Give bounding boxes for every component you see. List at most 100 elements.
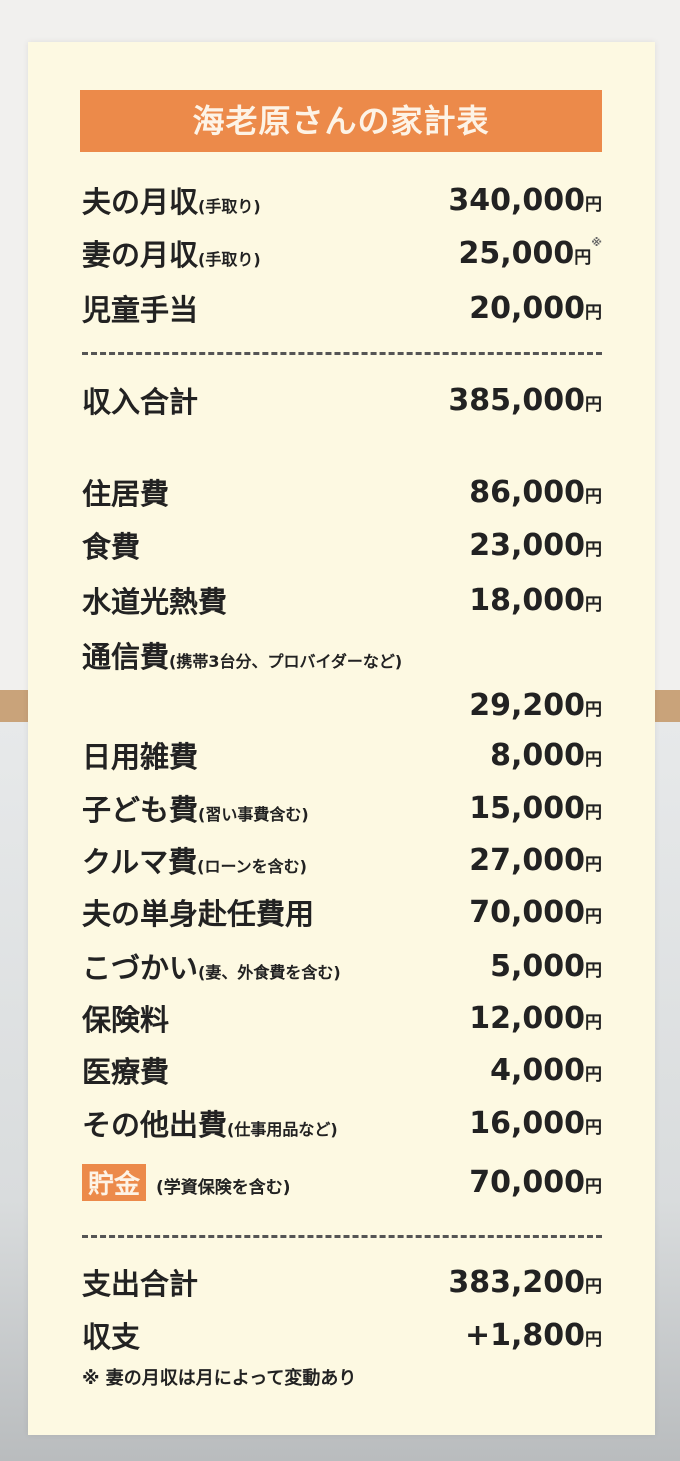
row-value: 27,000円	[469, 843, 602, 878]
amount: 27,000	[469, 842, 585, 878]
currency-unit: 円	[585, 594, 602, 615]
table-row: 29,200円	[82, 685, 602, 725]
dashed-divider	[82, 1235, 602, 1238]
row-value: 23,000円	[469, 528, 602, 563]
label-text: 妻の月収	[82, 238, 199, 272]
row-value: +1,800円	[465, 1318, 602, 1353]
currency-unit: 円	[585, 802, 602, 823]
amount: 20,000	[469, 290, 585, 326]
currency-unit: 円	[585, 960, 602, 981]
row-label: 夫の月収(手取り)	[82, 179, 261, 221]
label-note: (習い事費含む)	[198, 805, 309, 824]
amount: 5,000	[490, 948, 585, 984]
table-row: 支出合計 383,200円	[82, 1262, 602, 1302]
label-text: クルマ費	[82, 845, 198, 879]
label-text: 食費	[82, 530, 141, 564]
currency-unit: 円	[585, 1012, 602, 1033]
table-row: 収入合計 385,000円	[82, 380, 602, 420]
row-value: 5,000円	[490, 949, 602, 984]
label-note: (学資保険を含む)	[156, 1177, 291, 1198]
label-text: 収入合計	[82, 385, 199, 419]
table-row: 水道光熱費 18,000円	[82, 580, 602, 620]
label-text: 児童手当	[82, 293, 199, 327]
amount: 8,000	[490, 737, 585, 773]
row-label: 子ども費(習い事費含む)	[82, 787, 309, 829]
amount: 25,000	[458, 235, 575, 271]
label-text: 保険料	[82, 1003, 170, 1037]
row-label: その他出費(仕事用品など)	[82, 1102, 338, 1144]
table-row: 医療費 4,000円	[82, 1050, 602, 1090]
currency-unit: 円	[574, 247, 592, 268]
label-text: 支出合計	[82, 1267, 199, 1301]
amount: 12,000	[469, 1000, 585, 1036]
currency-unit: 円	[585, 194, 602, 215]
row-value: 8,000円	[490, 738, 602, 773]
row-label: 食費	[82, 524, 140, 566]
label-text: 日用雑費	[82, 740, 199, 774]
table-row: こづかい(妻、外食費を含む) 5,000円	[82, 946, 602, 986]
row-value: 340,000円	[448, 183, 602, 218]
row-label: 支出合計	[82, 1261, 198, 1303]
amount: +1,800	[464, 1317, 585, 1353]
amount: 70,000	[469, 1164, 585, 1200]
amount: 86,000	[469, 474, 585, 510]
amount: 383,200	[448, 1264, 585, 1300]
label-note: (ローンを含む)	[197, 857, 307, 876]
row-value: 70,000円	[469, 895, 602, 930]
row-value: 16,000円	[469, 1106, 602, 1141]
row-label: 保険料	[82, 997, 169, 1039]
currency-unit: 円	[585, 906, 602, 927]
row-value: 12,000円	[469, 1001, 602, 1036]
label-text: 通信費	[82, 640, 170, 674]
row-label: 住居費	[82, 471, 169, 513]
amount: 15,000	[469, 790, 585, 826]
label-text: 夫の単身赴任費用	[82, 897, 315, 931]
label-text: その他出費	[82, 1108, 228, 1142]
label-note: (仕事用品など)	[227, 1120, 338, 1139]
row-value: 29,200円	[469, 688, 602, 723]
amount: 18,000	[469, 582, 585, 618]
currency-unit: 円	[585, 749, 602, 770]
row-value: 70,000円	[469, 1165, 602, 1200]
amount: 385,000	[448, 382, 585, 418]
amount: 340,000	[448, 182, 585, 218]
row-label: 妻の月収(手取り)	[82, 232, 261, 274]
table-row: 住居費 86,000円	[82, 472, 602, 512]
label-note: (妻、外食費を含む)	[198, 963, 341, 982]
label-note: (手取り)	[198, 250, 261, 269]
currency-unit: 円	[585, 302, 602, 323]
currency-unit: 円	[585, 539, 602, 560]
footnote-mark: ※	[591, 235, 602, 249]
row-label: 収入合計	[82, 379, 198, 421]
currency-unit: 円	[585, 699, 602, 720]
row-value: 18,000円	[469, 583, 602, 618]
table-row: 夫の月収(手取り) 340,000円	[82, 180, 602, 220]
label-note: (手取り)	[198, 197, 261, 216]
row-label: こづかい(妻、外食費を含む)	[82, 945, 341, 987]
row-label: 水道光熱費	[82, 579, 227, 621]
row-value: 25,000円※	[459, 236, 602, 271]
label-note: (携帯3台分、プロバイダーなど)	[169, 652, 403, 671]
budget-card: 海老原さんの家計表 夫の月収(手取り) 340,000円 妻の月収(手取り) 25,0…	[28, 42, 655, 1435]
row-label: 夫の単身赴任費用	[82, 891, 314, 933]
amount: 16,000	[469, 1105, 585, 1141]
currency-unit: 円	[585, 1276, 602, 1297]
footnote: ※ 妻の月収は月によって変動あり	[82, 1368, 357, 1389]
row-label: 収支	[82, 1314, 140, 1356]
currency-unit: 円	[585, 854, 602, 875]
label-text: こづかい	[82, 951, 199, 985]
table-row: 子ども費(習い事費含む) 15,000円	[82, 788, 602, 828]
label-text: 子ども費	[82, 793, 199, 827]
currency-unit: 円	[585, 1329, 602, 1350]
row-label: 医療費	[82, 1049, 169, 1091]
row-value: 4,000円	[490, 1053, 602, 1088]
table-row: 妻の月収(手取り) 25,000円※	[82, 233, 602, 273]
amount: 29,200	[469, 687, 585, 723]
dashed-divider	[82, 352, 602, 355]
amount: 70,000	[469, 894, 585, 930]
currency-unit: 円	[585, 1064, 602, 1085]
row-value: 385,000円	[448, 383, 602, 418]
table-row: クルマ費(ローンを含む) 27,000円	[82, 840, 602, 880]
table-row: 貯金 (学資保険を含む) 70,000円	[82, 1162, 602, 1202]
currency-unit: 円	[585, 486, 602, 507]
